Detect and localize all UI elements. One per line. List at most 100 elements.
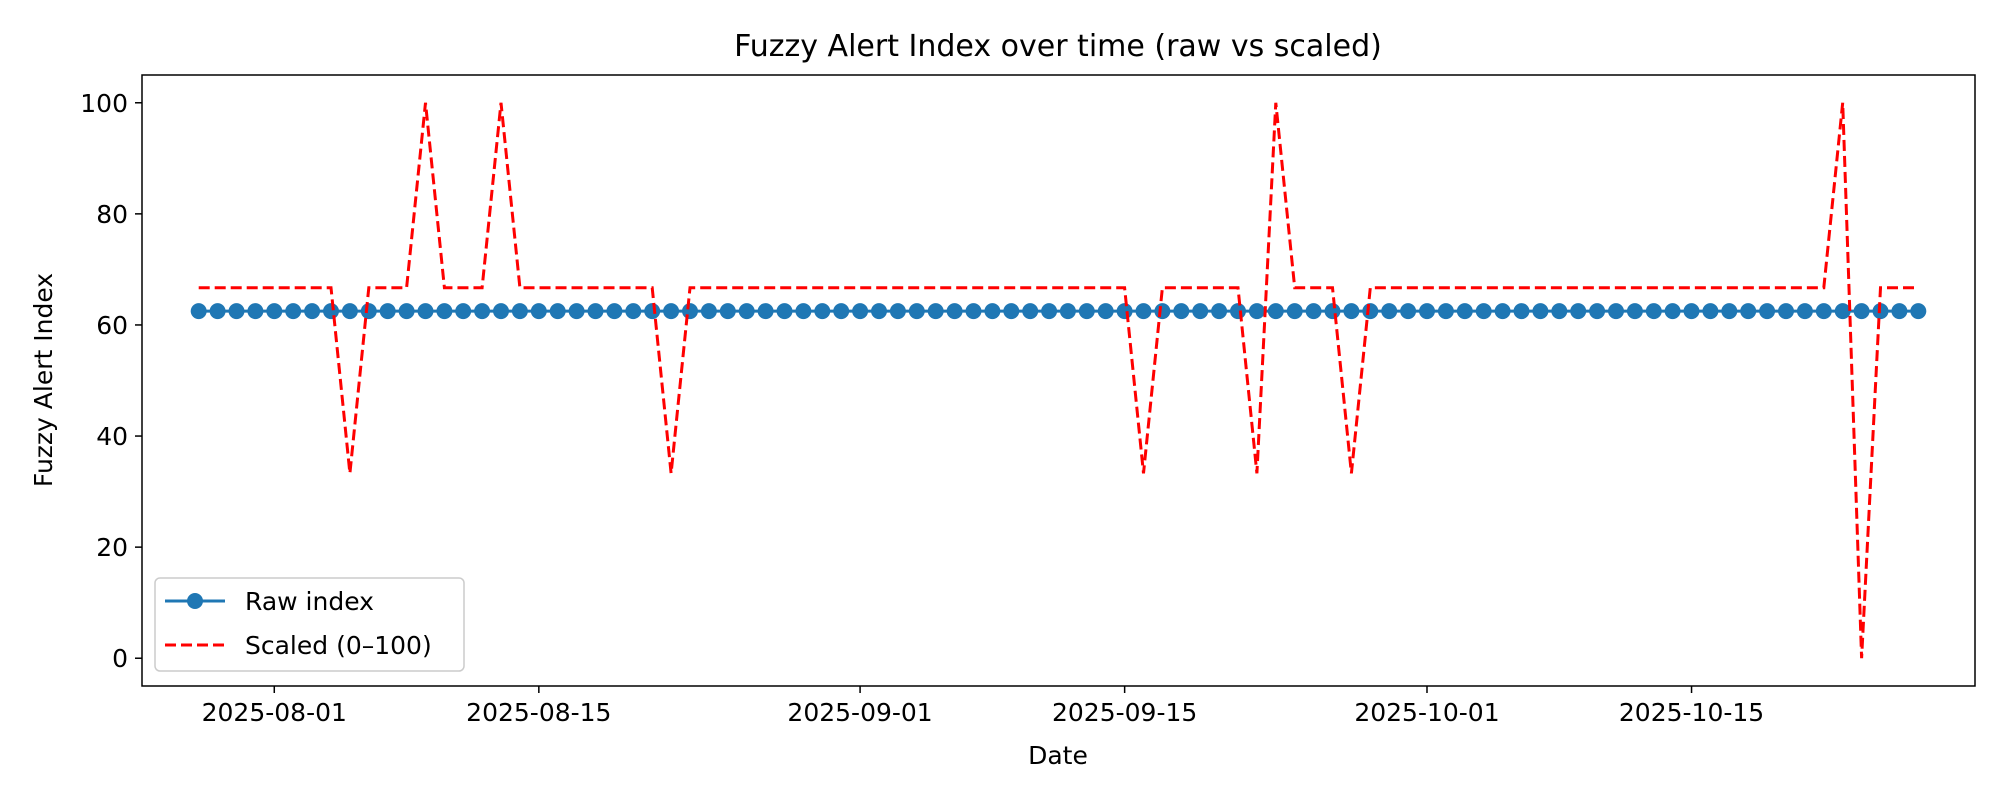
legend-label-raw: Raw index	[245, 587, 374, 616]
raw-index-point	[1400, 303, 1417, 320]
raw-index-point	[1645, 303, 1662, 320]
x-tick-label: 2025-10-15	[1619, 698, 1764, 727]
raw-index-point	[1551, 303, 1568, 320]
raw-index-point	[700, 303, 717, 320]
raw-index-point	[852, 303, 869, 320]
raw-index-point	[1154, 303, 1171, 320]
axis-layer: 0 20 40 60 80 100 2025-08-01 2025-08-15 2025-09-…	[80, 89, 1764, 727]
raw-index-point	[1589, 303, 1606, 320]
x-axis-title: Date	[1028, 741, 1088, 770]
raw-index-point	[946, 303, 963, 320]
raw-index-point	[757, 303, 774, 320]
raw-index-point	[738, 303, 755, 320]
raw-index-point	[682, 303, 698, 320]
raw-index-point	[341, 303, 358, 320]
raw-index-point	[285, 303, 302, 320]
raw-index-point	[398, 303, 415, 320]
raw-index-point	[1437, 303, 1454, 320]
raw-index-point	[304, 303, 321, 320]
raw-index-point	[1740, 303, 1757, 320]
legend: Raw index Scaled (0–100)	[154, 577, 465, 672]
raw-index-point	[1702, 303, 1719, 320]
scaled-index-line	[198, 102, 1919, 659]
chart-title: Fuzzy Alert Index over time (raw vs scal…	[734, 29, 1382, 64]
raw-index-point	[1078, 303, 1095, 320]
x-tick-label: 2025-08-01	[202, 698, 347, 727]
y-tick-label: 60	[96, 311, 128, 340]
raw-index-point	[1211, 303, 1228, 320]
raw-index-point	[1778, 303, 1794, 320]
raw-index-point	[1362, 303, 1379, 320]
raw-index-point	[1513, 303, 1530, 320]
raw-index-point	[776, 303, 793, 320]
raw-index-point	[549, 303, 566, 320]
raw-index-point	[908, 303, 925, 320]
raw-index-point	[1135, 303, 1152, 320]
raw-index-point	[1853, 303, 1870, 320]
raw-index-point	[1494, 303, 1511, 320]
raw-index-point	[871, 303, 887, 320]
raw-index-point	[1721, 303, 1738, 320]
raw-index-point	[1456, 303, 1473, 320]
y-tick-label: 20	[96, 533, 128, 562]
raw-index-point	[1759, 303, 1776, 320]
x-tick-label: 2025-09-01	[787, 698, 932, 727]
raw-index-point	[360, 303, 377, 320]
raw-index-point	[927, 303, 944, 320]
raw-index-point	[493, 303, 509, 320]
raw-index-point	[663, 303, 680, 320]
raw-index-point	[417, 303, 434, 320]
legend-box	[154, 577, 465, 672]
raw-index-point	[1626, 303, 1643, 320]
raw-index-point	[606, 303, 623, 320]
y-tick-label: 40	[96, 422, 128, 451]
raw-index-point	[1305, 303, 1322, 320]
legend-raw-marker	[187, 593, 203, 609]
x-tick-label: 2025-10-01	[1354, 698, 1499, 727]
raw-index-point	[1097, 303, 1114, 320]
raw-index-point	[1173, 303, 1190, 320]
raw-index-point	[474, 303, 491, 320]
legend-label-scaled: Scaled (0–100)	[245, 631, 432, 660]
raw-index-point	[228, 303, 245, 320]
raw-index-point	[1116, 303, 1133, 320]
raw-index-point	[323, 303, 339, 320]
raw-index-point	[833, 303, 850, 320]
plot-frame	[141, 74, 1976, 687]
y-tick-label: 100	[80, 89, 128, 118]
raw-index-point	[625, 303, 642, 320]
y-axis-title: Fuzzy Alert Index	[29, 273, 58, 487]
raw-index-point	[1475, 303, 1492, 320]
raw-index-point	[1003, 303, 1020, 320]
raw-index-point	[1267, 303, 1284, 320]
raw-index-point	[1324, 303, 1341, 320]
raw-index-point	[1381, 303, 1398, 320]
raw-index-point	[1248, 303, 1265, 320]
raw-index-point	[984, 303, 1001, 320]
raw-index-point	[436, 303, 453, 320]
raw-index-point	[190, 303, 207, 320]
raw-index-point	[247, 303, 264, 320]
y-tick-label: 0	[112, 644, 128, 673]
x-tick-label: 2025-08-15	[466, 698, 611, 727]
raw-index-point	[1532, 303, 1549, 320]
raw-index-point	[1891, 303, 1908, 320]
raw-index-point	[1608, 303, 1624, 320]
raw-index-point	[1796, 303, 1813, 320]
x-tick-label: 2025-09-15	[1052, 698, 1197, 727]
raw-index-point	[1286, 303, 1303, 320]
raw-index-point	[1683, 303, 1700, 320]
raw-index-point	[568, 303, 585, 320]
raw-index-point	[719, 303, 736, 320]
raw-index-point	[379, 303, 396, 320]
raw-index-point	[814, 303, 831, 320]
raw-index-point	[1041, 303, 1058, 320]
raw-index-point	[1815, 303, 1832, 320]
raw-index-point	[965, 303, 982, 320]
raw-index-point	[1834, 303, 1851, 320]
raw-index-point	[587, 303, 604, 320]
raw-index-point	[1192, 303, 1209, 320]
